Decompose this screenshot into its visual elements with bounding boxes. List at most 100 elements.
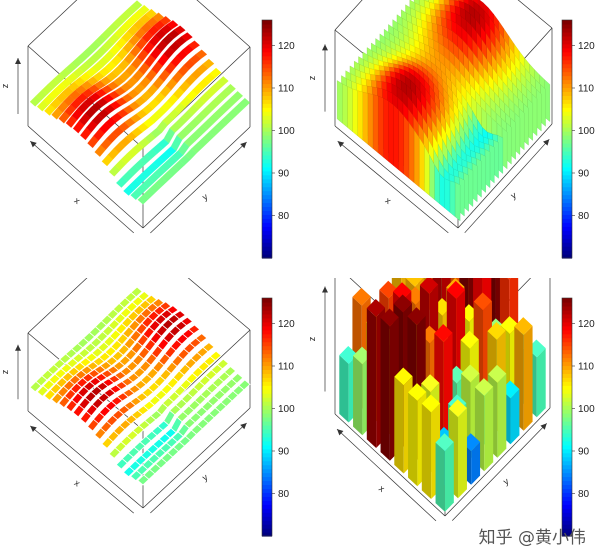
bar-top	[434, 324, 453, 342]
ribbon-segment	[195, 333, 208, 344]
bar-top	[514, 317, 533, 335]
ribbon-segment	[138, 4, 150, 16]
bar-top	[435, 433, 454, 452]
axes-3: x y z	[0, 344, 247, 514]
ribbon-layer-1	[29, 0, 251, 205]
ribbon-segment	[159, 301, 172, 311]
bar-side	[421, 403, 432, 500]
ribbon-segment	[209, 67, 222, 78]
ribbon-layer-2	[336, 0, 551, 222]
colorbar-tick-label: 100	[578, 126, 595, 137]
bar-front	[536, 348, 546, 418]
ribbon-segment	[238, 379, 251, 391]
ribbon-segment	[195, 49, 208, 59]
y-axis-label: y	[201, 472, 210, 483]
bar-front	[444, 441, 454, 512]
colorbar-tick-label: 120	[278, 41, 295, 52]
ribbon-segment	[231, 91, 244, 102]
ribbon-segment	[377, 95, 384, 158]
colorbar-frame	[261, 19, 273, 259]
ribbon-segment	[145, 8, 157, 19]
bar-side	[394, 376, 404, 474]
ribbon-segment	[342, 83, 348, 128]
ribbon-segment	[439, 173, 445, 209]
colorbar-tick-label: 80	[278, 489, 290, 500]
bar-top	[405, 278, 424, 287]
bar-top	[393, 282, 412, 301]
bar-top	[446, 280, 466, 299]
colorbar-tick-label: 110	[578, 362, 594, 373]
ribbon-segment	[137, 290, 150, 302]
x-axis-arrow	[337, 140, 449, 234]
bar-top	[339, 345, 358, 364]
colorbar-tick-label: 90	[578, 169, 590, 180]
bar-top	[380, 308, 399, 327]
bar-side	[366, 308, 377, 449]
ribbon-segment	[144, 294, 158, 305]
z-axis-label: z	[307, 336, 317, 341]
bar-front	[458, 407, 467, 499]
ribbon-segment	[159, 16, 172, 26]
ribbon-chart-1: x y z 80 90 100 110 120	[0, 0, 295, 259]
colorbar-1: 80 90 100 110 120	[261, 19, 295, 259]
ribbon-segment	[383, 97, 389, 162]
bar-top	[461, 364, 480, 383]
chart-panel-2: x y z 80 90 100 110 120	[300, 0, 600, 278]
y-axis-label: y	[502, 476, 511, 487]
x-axis-arrow	[30, 140, 134, 234]
y-axis-arrow	[451, 423, 548, 521]
colorbar-tick-label: 100	[578, 404, 595, 415]
ribbon-segment	[362, 91, 369, 145]
chart-panel-4: x y z 80 90 100 110 120	[300, 278, 600, 556]
colorbar-4: 80 90 100 110 120	[561, 297, 595, 537]
ribbon-segment	[217, 76, 229, 87]
ribbon-segment	[173, 25, 186, 35]
z-axis-label: z	[0, 83, 10, 88]
ribbon-segment	[188, 40, 200, 50]
colorbar-tick-label: 90	[578, 447, 590, 458]
ribbon-segment	[413, 129, 420, 188]
bar-top	[507, 278, 511, 280]
ribbon-segment	[209, 350, 222, 362]
ribbon-segment	[367, 93, 374, 149]
bar-top	[353, 346, 372, 365]
ribbon-segment	[238, 97, 251, 109]
colorbar-tick-label: 90	[278, 447, 290, 458]
bar-top	[408, 383, 427, 402]
z-axis-label: z	[0, 369, 10, 374]
ribbon-layer-3	[29, 286, 251, 486]
colorbar-tick-label: 100	[278, 404, 295, 415]
colorbar-tick-label: 80	[578, 211, 590, 222]
colorbar-tick-label: 120	[578, 319, 595, 330]
bar-front	[471, 441, 481, 485]
axes-2: x y z	[307, 44, 550, 234]
bar-top	[474, 378, 494, 396]
colorbar-tick-label: 80	[578, 489, 590, 500]
bar-top	[487, 321, 506, 340]
bar-front	[510, 389, 520, 445]
ribbon-chart-2: x y z 80 90 100 110 120	[307, 0, 595, 259]
ribbon-segment	[408, 122, 415, 183]
ribbon-segment	[444, 178, 451, 213]
hist3d-chart-4: x y z 80 90 100 110 120	[307, 278, 595, 537]
ribbon-segment	[388, 100, 394, 166]
colorbar-tick-label: 120	[578, 41, 595, 52]
bar-layer-4	[339, 278, 546, 512]
ribbon-segment	[398, 109, 404, 175]
colorbar-frame	[261, 297, 273, 537]
x-axis-label: x	[73, 195, 83, 206]
ribbon-segment	[347, 86, 353, 132]
x-axis-label: x	[384, 195, 394, 206]
ribbon-segment	[216, 358, 230, 370]
colorbar-2: 80 90 100 110 120	[561, 19, 595, 259]
axes-4: x y z	[307, 286, 548, 522]
bar-top	[379, 280, 398, 299]
colorbar-tick-label: 110	[278, 362, 294, 373]
watermark: 知乎 @黄小伟	[478, 528, 586, 548]
ribbon-segment	[223, 366, 237, 377]
z-axis-label: z	[307, 75, 317, 80]
bar-top	[448, 399, 467, 418]
colorbar-3: 80 90 100 110 120	[261, 297, 295, 537]
x-axis-arrow	[30, 425, 134, 514]
ribbon-segment	[173, 310, 186, 320]
